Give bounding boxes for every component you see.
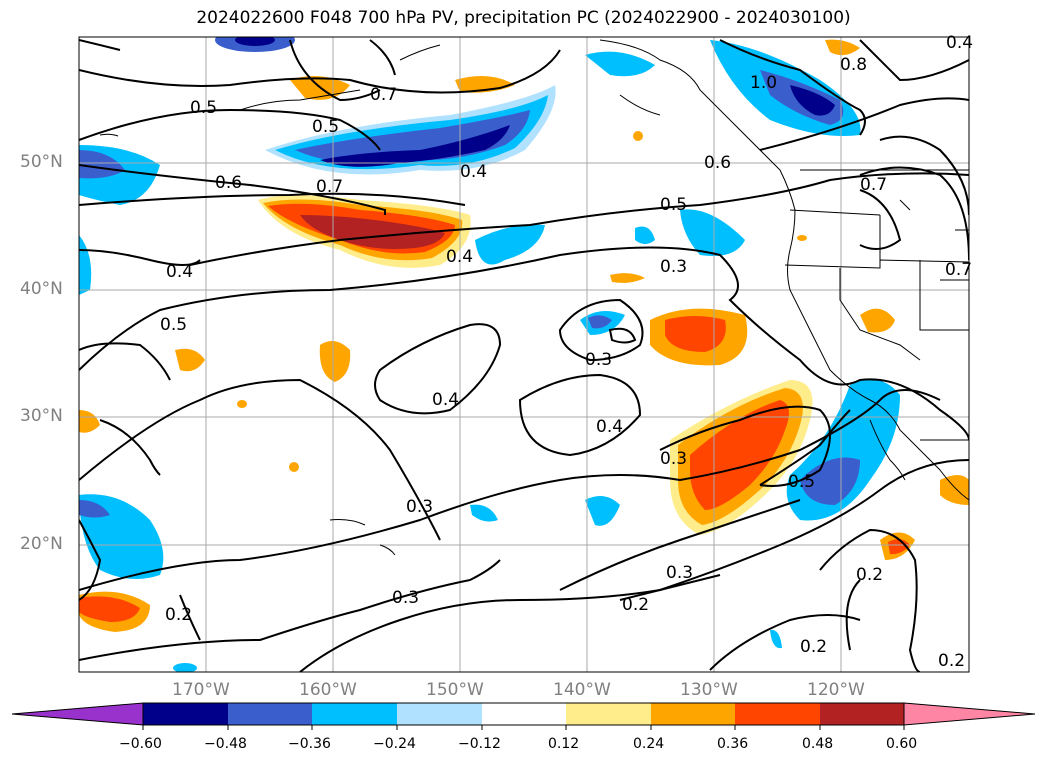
- contour-label: 0.7: [316, 177, 343, 197]
- lon-label-160w: 160°W: [299, 680, 357, 700]
- contour-label: 0.2: [856, 565, 883, 585]
- contour-label: 0.4: [596, 417, 623, 437]
- colorbar-tick-label: −0.60: [119, 736, 162, 752]
- pv-contours: [79, 39, 969, 672]
- contour-label: 0.4: [432, 390, 459, 410]
- contour-label: 0.3: [406, 497, 433, 517]
- contour-label: 0.4: [446, 247, 473, 267]
- lat-label-30n: 30°N: [20, 406, 63, 426]
- contour-label: 0.7: [945, 260, 972, 280]
- contour-label: 0.5: [788, 472, 815, 492]
- map-frame: [78, 36, 970, 673]
- colorbar-tick-label: −0.12: [458, 736, 501, 752]
- contour-label: 0.8: [840, 55, 867, 75]
- lon-label-130w: 130°W: [680, 680, 738, 700]
- contour-label: 1.0: [750, 73, 777, 93]
- contour-label: 0.5: [190, 98, 217, 118]
- colorbar-tick-label: 0.24: [633, 736, 665, 752]
- colorbar: [11, 702, 1036, 730]
- contour-labels: 0.5 0.5 0.6 0.7 0.7 0.4 0.4 0.4 0.5 0.5 …: [160, 33, 973, 671]
- lon-label-150w: 150°W: [426, 680, 484, 700]
- colorbar-tick-label: −0.48: [204, 736, 247, 752]
- lon-label-140w: 140°W: [553, 680, 611, 700]
- contour-label: 0.4: [460, 162, 487, 182]
- contour-label: 0.3: [392, 588, 419, 608]
- lon-label-170w: 170°W: [172, 680, 230, 700]
- contour-label: 0.2: [800, 637, 827, 657]
- colorbar-tick-label: −0.24: [373, 736, 416, 752]
- contour-label: 0.7: [370, 85, 397, 105]
- contour-label: 0.3: [660, 257, 687, 277]
- contour-label: 0.5: [660, 195, 687, 215]
- contour-label: 0.2: [938, 651, 965, 671]
- contour-label: 0.7: [860, 175, 887, 195]
- lat-label-20n: 20°N: [20, 534, 63, 554]
- lat-label-40n: 40°N: [20, 279, 63, 299]
- contour-label: 0.2: [622, 595, 649, 615]
- lat-label-50n: 50°N: [20, 152, 63, 172]
- contour-label: 0.3: [660, 449, 687, 469]
- lon-label-120w: 120°W: [807, 680, 865, 700]
- map-title: 2024022600 F048 700 hPa PV, precipitatio…: [196, 8, 851, 28]
- contour-label: 0.3: [585, 350, 612, 370]
- colorbar-tick-label: 0.36: [717, 736, 749, 752]
- colorbar-tick-label: −0.36: [288, 736, 331, 752]
- contour-label: 0.6: [704, 153, 731, 173]
- contour-label: 0.5: [312, 117, 339, 137]
- colorbar-tick-label: 0.12: [548, 736, 580, 752]
- contour-label: 0.4: [166, 262, 193, 282]
- coastlines: [99, 39, 969, 556]
- contour-label: 0.2: [165, 605, 192, 625]
- gridlines: [79, 37, 969, 672]
- colorbar-tick-label: 0.48: [802, 736, 834, 752]
- contour-label: 0.5: [160, 315, 187, 335]
- contour-label: 0.6: [215, 173, 242, 193]
- contour-label: 0.4: [946, 33, 973, 53]
- colorbar-tick-label: 0.60: [886, 736, 918, 752]
- precip-shading: [79, 37, 969, 672]
- contour-label: 0.3: [666, 563, 693, 583]
